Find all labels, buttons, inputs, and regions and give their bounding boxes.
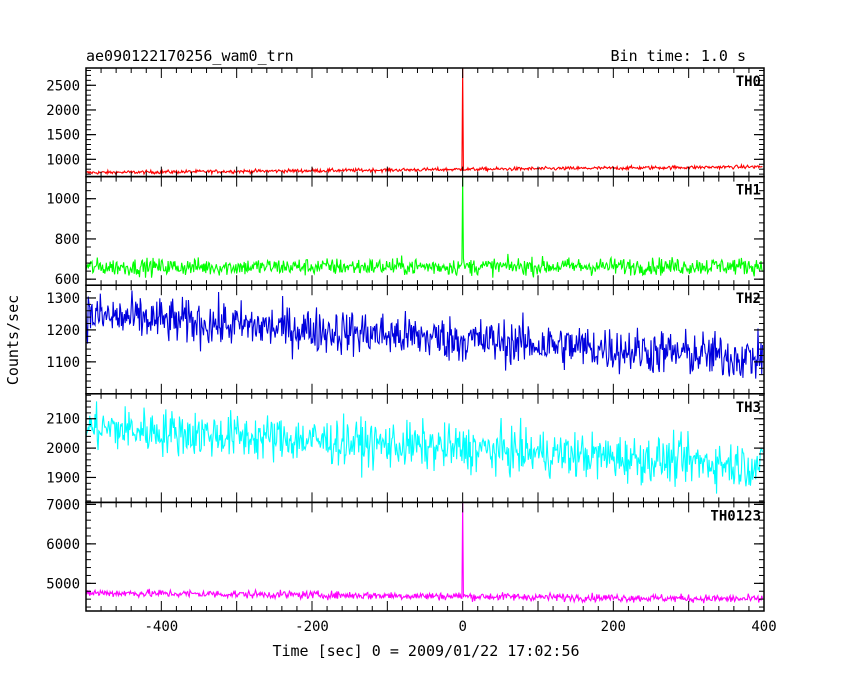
y-tick-label: 1000 (46, 152, 80, 168)
panel-th0123: TH0123 5000 6000 7000 (46, 497, 765, 612)
x-tick-label: 400 (751, 619, 776, 635)
y-tick-label: 2000 (46, 441, 80, 457)
panel-label: TH3 (736, 400, 761, 416)
figure-title: ae090122170256_wam0_trn (86, 47, 294, 65)
y-tick-label: 2500 (46, 78, 80, 94)
y-tick-label: 1100 (46, 355, 80, 371)
y-tick-label: 7000 (46, 497, 80, 513)
panel-frame (85, 67, 765, 178)
y-tick-label: 1500 (46, 128, 80, 144)
panel-label: TH2 (736, 291, 761, 307)
y-tick-label: 600 (55, 272, 80, 288)
lightcurve-th3 (86, 401, 764, 494)
y-tick-label: 6000 (46, 537, 80, 553)
panel-label: TH0 (736, 74, 761, 90)
panel-th2: TH2 1100 1200 1300 (46, 284, 765, 395)
x-axis-label: Time [sec] 0 = 2009/01/22 17:02:56 (272, 642, 579, 660)
x-tick-label: -400 (144, 619, 178, 635)
y-tick-label: 2000 (46, 103, 80, 119)
panel-th0: TH0 1000 1500 2000 2500 (46, 67, 765, 178)
bin-time-label: Bin time: 1.0 s (611, 47, 746, 65)
y-tick-label: 2100 (46, 412, 80, 428)
lightcurve-th2 (86, 290, 764, 379)
y-tick-label: 800 (55, 232, 80, 248)
panel-label: TH0123 (710, 508, 761, 524)
y-tick-label: 1000 (46, 192, 80, 208)
x-tick-label: -200 (295, 619, 329, 635)
y-axis-label: Counts/sec (4, 295, 22, 385)
y-tick-label: 1300 (46, 291, 80, 307)
y-tick-label: 1900 (46, 470, 80, 486)
panel-label: TH1 (736, 183, 761, 199)
y-tick-label: 1200 (46, 323, 80, 339)
panel-frame (85, 501, 765, 612)
panel-th3: TH3 1900 2000 2100 (46, 393, 765, 504)
y-tick-label: 5000 (46, 576, 80, 592)
panel-th1: TH1 600 800 1000 (46, 175, 765, 288)
lightcurve-th0123 (86, 502, 764, 604)
lightcurve-th0 (86, 68, 763, 177)
x-tick-label: 200 (601, 619, 626, 635)
lightcurve-th1 (86, 176, 764, 278)
x-tick-label: 0 (458, 619, 466, 635)
panels-group: TH01000150020002500TH16008001000TH211001… (46, 67, 777, 635)
